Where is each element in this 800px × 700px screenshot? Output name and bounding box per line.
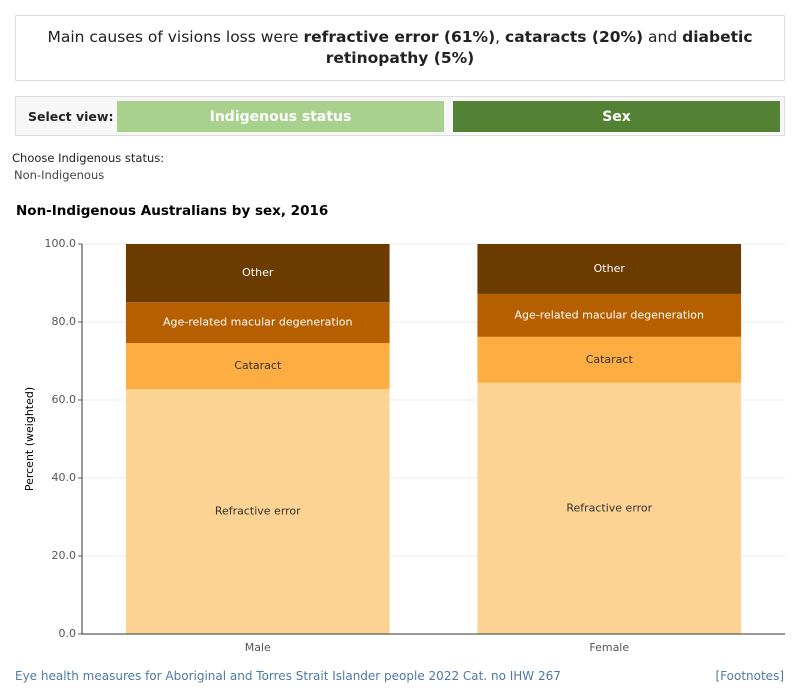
filter-dropdown[interactable]: Non-Indigenous (14, 168, 105, 182)
bar-segment (477, 336, 742, 383)
headline-part: Main causes of visions loss were (47, 28, 304, 46)
headline-part: and (643, 28, 683, 46)
segment-label: Other (594, 262, 626, 275)
headline-part: , (495, 28, 506, 46)
x-tick-label: Female (589, 641, 629, 654)
bar-segment (477, 382, 742, 634)
y-tick-label: 80.0 (52, 315, 77, 328)
y-axis-label: Percent (weighted) (23, 387, 36, 491)
segment-label: Age-related macular degeneration (514, 308, 704, 321)
segment-label: Refractive error (566, 501, 652, 514)
y-tick-label: 20.0 (52, 549, 77, 562)
bar-segment (477, 244, 742, 294)
segment-label: Other (242, 266, 274, 279)
bar-segment (125, 389, 390, 634)
chart-title: Non-Indigenous Australians by sex, 2016 (16, 203, 328, 219)
y-tick-label: 100.0 (45, 237, 77, 250)
view-selector: Select view: Indigenous status Sex (15, 96, 785, 136)
headline-part: refractive error (61%) (303, 28, 496, 46)
bar-segment (477, 293, 742, 337)
view-button[interactable]: Sex (453, 101, 780, 132)
bar-segment (125, 343, 390, 390)
headline-part: cataracts (20%) (505, 28, 644, 46)
filter-label: Choose Indigenous status: (12, 151, 165, 165)
source-link[interactable]: Eye health measures for Aboriginal and T… (15, 669, 561, 683)
segment-label: Cataract (586, 353, 634, 366)
headline: Main causes of visions loss were refract… (15, 15, 785, 81)
view-button[interactable]: Indigenous status (117, 101, 444, 132)
chart: Non-Indigenous Australians by sex, 2016 … (16, 203, 785, 654)
segment-label: Age-related macular degeneration (163, 316, 353, 329)
x-tick-label: Male (245, 641, 271, 654)
bar-segment (125, 244, 390, 303)
footnotes-link[interactable]: [Footnotes] (715, 669, 784, 683)
y-tick-label: 60.0 (52, 393, 77, 406)
selector-label: Select view: (28, 109, 114, 124)
bar-segment (125, 302, 390, 344)
y-tick-label: 0.0 (59, 627, 77, 640)
headline-text: Main causes of visions loss were refract… (30, 27, 770, 69)
headline-part: diabetic retinopathy (5%) (325, 28, 758, 67)
segment-label: Cataract (234, 359, 282, 372)
segment-label: Refractive error (215, 505, 301, 518)
y-tick-label: 40.0 (52, 471, 77, 484)
